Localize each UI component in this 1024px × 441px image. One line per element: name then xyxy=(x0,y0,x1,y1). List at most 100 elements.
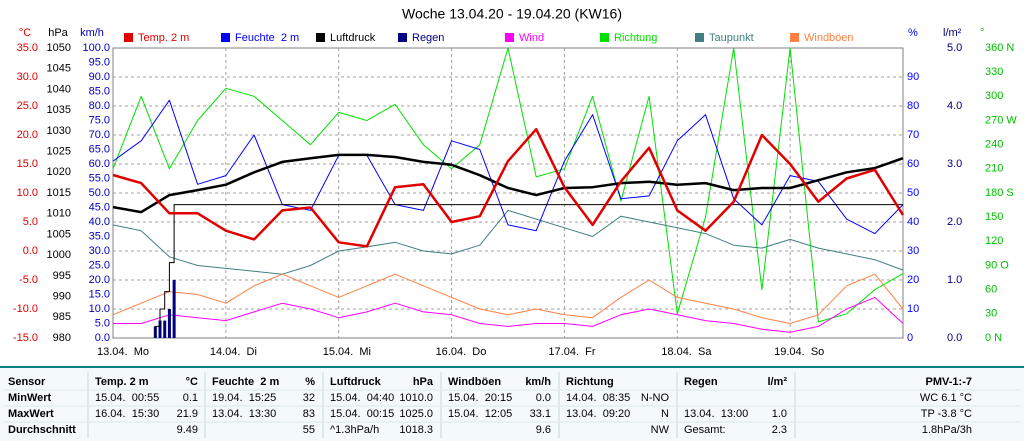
column-header: Feuchte 2 m xyxy=(212,376,279,388)
row-label: Durchschnitt xyxy=(8,424,76,436)
y-tick-label: 0.0 xyxy=(23,245,38,257)
y-tick-label: 360 N xyxy=(985,42,1014,54)
y-tick-label: 65.0 xyxy=(89,143,110,155)
y-tick-label: 15.0 xyxy=(89,288,110,300)
y-tick-label: 1010 xyxy=(47,208,71,220)
y-tick-label: 1015 xyxy=(47,187,71,199)
cell-value: 0.1 xyxy=(183,392,198,404)
y-tick-label: 25.0 xyxy=(89,259,110,271)
y-tick-label: 85.0 xyxy=(89,85,110,97)
cell-date: 13.04. 13:30 xyxy=(212,408,276,420)
cell-date: 19.04. 15:25 xyxy=(212,392,276,404)
cell-value: 1010.0 xyxy=(399,392,433,404)
y-tick-label: 5.0 xyxy=(95,317,110,329)
series-line xyxy=(112,127,905,248)
y-tick-label: 240 xyxy=(985,139,1003,151)
axis-unit: °C xyxy=(19,27,31,39)
x-tick-label: 13.04. Mo xyxy=(97,346,149,358)
rain-bar xyxy=(158,320,162,338)
cell-date: 16.04. 15:30 xyxy=(95,408,159,420)
y-tick-label: 60 xyxy=(985,284,997,296)
column-unit: l/m² xyxy=(767,376,787,388)
y-tick-label: 4.0 xyxy=(947,100,962,112)
y-tick-label: 1050 xyxy=(47,42,71,54)
chart-title: Woche 13.04.20 - 19.04.20 (KW16) xyxy=(402,6,622,22)
rain-bar xyxy=(167,309,171,338)
cell-date: 15.04. 04:40 xyxy=(330,392,394,404)
y-tick-label: 1020 xyxy=(47,166,71,178)
axis-unit: hPa xyxy=(48,27,68,39)
cell-value: N-NO xyxy=(641,392,670,404)
cell-value: 21.9 xyxy=(177,408,198,420)
rain-bar xyxy=(163,320,167,338)
y-tick-label: 1005 xyxy=(47,228,71,240)
y-tick-label: 35.0 xyxy=(17,42,38,54)
row-label: Sensor xyxy=(8,376,46,388)
y-tick-label: 70.0 xyxy=(89,129,110,141)
y-tick-label: 0 N xyxy=(985,332,1002,344)
y-tick-label: 50 xyxy=(907,187,919,199)
y-tick-label: 60.0 xyxy=(89,158,110,170)
column-unit: km/h xyxy=(525,376,551,388)
legend-swatch xyxy=(398,33,407,42)
row-label: MinWert xyxy=(8,392,52,404)
y-tick-label: 1045 xyxy=(47,63,71,75)
y-tick-label: 330 xyxy=(985,66,1003,78)
y-tick-label: 90 xyxy=(907,71,919,83)
cell-value: N xyxy=(661,408,669,420)
legend-swatch xyxy=(124,33,133,42)
y-tick-label: 0 xyxy=(907,332,913,344)
y-tick-label: 95.0 xyxy=(89,56,110,68)
series-line xyxy=(112,273,904,324)
cell-value: 83 xyxy=(303,408,315,420)
cell-date: Gesamt: xyxy=(684,424,726,436)
column-header: Regen xyxy=(684,376,718,388)
legend-label: Windböen xyxy=(804,32,854,44)
y-tick-label: 10.0 xyxy=(89,303,110,315)
table-area xyxy=(0,367,1024,441)
y-tick-label: 300 xyxy=(985,90,1003,102)
x-tick-label: 15.04. Mi xyxy=(323,346,371,358)
y-tick-label: -5.0 xyxy=(19,274,38,286)
y-tick-label: 1000 xyxy=(47,249,71,261)
column-header: Temp. 2 m xyxy=(95,376,149,388)
pmv-line: TP -3.8 °C xyxy=(921,408,972,420)
y-tick-label: 10 xyxy=(907,303,919,315)
y-tick-label: 210 xyxy=(985,163,1003,175)
legend-swatch xyxy=(600,33,609,42)
legend-label: Wind xyxy=(519,32,544,44)
y-tick-label: 50.0 xyxy=(89,187,110,199)
cell-date: 13.04. 13:00 xyxy=(684,408,748,420)
pmv-line: WC 6.1 °C xyxy=(920,392,972,404)
y-tick-label: 270 W xyxy=(985,114,1017,126)
axis-unit: l/m² xyxy=(943,27,962,39)
y-tick-label: 75.0 xyxy=(89,114,110,126)
x-tick-label: 17.04. Fr xyxy=(548,346,595,358)
y-tick-label: 995 xyxy=(53,270,71,282)
axis-unit: % xyxy=(908,27,918,39)
column-header: Richtung xyxy=(566,376,614,388)
y-tick-label: 120 xyxy=(985,235,1003,247)
cell-value: 1.0 xyxy=(772,408,787,420)
x-tick-label: 19.04. So xyxy=(774,346,824,358)
y-tick-label: 180 S xyxy=(985,187,1014,199)
series-line xyxy=(112,99,904,235)
pmv-line: 1.8hPa/3h xyxy=(922,424,972,436)
x-tick-label: 18.04. Sa xyxy=(661,346,712,358)
cell-value: 1025.0 xyxy=(399,408,433,420)
y-tick-label: 20.0 xyxy=(89,274,110,286)
cell-value: 1018.3 xyxy=(399,424,433,436)
legend-label: Luftdruck xyxy=(330,32,376,44)
series-line xyxy=(112,153,904,214)
column-unit: % xyxy=(305,376,315,388)
cell-value: NW xyxy=(651,424,670,436)
legend-swatch xyxy=(505,33,514,42)
y-tick-label: 45.0 xyxy=(89,201,110,213)
y-tick-label: 100.0 xyxy=(82,42,110,54)
legend-label: Taupunkt xyxy=(709,32,754,44)
x-tick-label: 16.04. Do xyxy=(436,346,487,358)
cell-date: 14.04. 08:35 xyxy=(566,392,630,404)
y-tick-label: 80 xyxy=(907,100,919,112)
legend-label: Regen xyxy=(412,32,444,44)
y-tick-label: 15.0 xyxy=(17,158,38,170)
